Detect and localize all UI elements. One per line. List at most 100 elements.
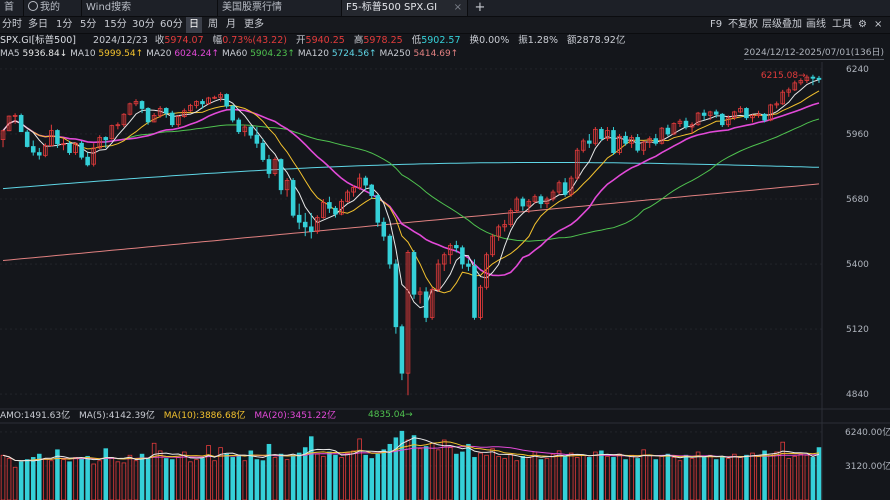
period-60min[interactable]: 60分: [160, 19, 183, 30]
f9-button[interactable]: F9: [710, 19, 723, 30]
period-intraday[interactable]: 分时: [2, 19, 22, 30]
candle-body: [726, 117, 731, 126]
candle-body: [804, 76, 810, 81]
y-tick-label: 5120: [846, 325, 869, 335]
volume-bar: [321, 455, 326, 500]
candle-body: [151, 115, 157, 123]
candle-body: [762, 113, 767, 121]
candle-body: [689, 124, 695, 128]
adjust-button[interactable]: 不复权: [728, 19, 758, 30]
vol-ma5-value: 4142.39亿: [108, 411, 155, 421]
y-tick-label: 5960: [846, 130, 869, 140]
period-5min[interactable]: 5分: [80, 19, 97, 30]
volume-bar: [629, 454, 634, 500]
volume-bar: [804, 454, 810, 500]
ma10-label: MA10: [70, 49, 96, 59]
candle-body: [369, 184, 374, 196]
tab-spx[interactable]: F5-标普500 SPX.GI ×: [342, 0, 468, 16]
volume-bar: [296, 452, 302, 500]
candle-body: [182, 110, 187, 117]
close-icon[interactable]: ×: [874, 19, 883, 30]
amo-label: AMO:: [0, 411, 24, 421]
candle-body: [176, 116, 181, 126]
candle-body: [381, 221, 387, 237]
volume-bar: [605, 455, 610, 500]
draw-button[interactable]: 画线: [806, 19, 826, 30]
volume-bar: [460, 451, 465, 500]
candle-body: [411, 252, 417, 295]
close-icon[interactable]: ×: [453, 2, 462, 13]
candle-body: [315, 217, 320, 232]
ma10-line: [2, 90, 820, 294]
period-multiday[interactable]: 多日: [28, 19, 48, 30]
high-annotation: 6215.08→: [761, 71, 806, 81]
volume-bar: [157, 450, 163, 500]
candle-body: [496, 226, 501, 237]
volume-bar: [115, 461, 121, 500]
volume-bar: [308, 436, 314, 500]
candle-body: [363, 177, 368, 186]
candle-body: [169, 112, 175, 126]
quote-date: 2024/12/23: [93, 35, 148, 46]
vol-ma10-value: 3886.68亿: [199, 411, 246, 421]
volume-bar: [756, 455, 761, 500]
candle-body: [466, 263, 471, 267]
candle-body: [97, 137, 103, 149]
candle-body: [701, 112, 707, 116]
candle-body: [79, 142, 84, 158]
volume-bar: [496, 455, 501, 500]
candle-body: [520, 198, 526, 207]
period-day[interactable]: 日: [186, 17, 202, 33]
volume-bar: [176, 457, 181, 500]
period-15min[interactable]: 15分: [104, 19, 127, 30]
period-month[interactable]: 月: [226, 19, 236, 30]
candle-body: [188, 105, 193, 112]
tab-home[interactable]: 首页: [0, 0, 24, 29]
candle-body: [593, 128, 598, 144]
volume-bar: [236, 454, 242, 500]
candle-body: [393, 263, 399, 328]
candle-body: [810, 76, 816, 79]
period-week[interactable]: 周: [208, 19, 218, 30]
candle-body: [236, 119, 242, 133]
volume-bar: [302, 447, 308, 500]
volume-bar: [532, 451, 538, 500]
volume-bar: [91, 463, 96, 500]
candle-body: [30, 146, 36, 153]
volume-bar: [188, 461, 193, 500]
volume-bar: [659, 455, 665, 500]
candle-body: [448, 245, 453, 256]
ma10-value: 5999.54↑: [98, 49, 144, 59]
candle-body: [484, 254, 489, 288]
candle-body: [550, 191, 556, 200]
period-more[interactable]: 更多: [244, 19, 264, 30]
ma20-label: MA20: [146, 49, 172, 59]
settings-icon[interactable]: ⚙: [858, 19, 867, 30]
turnover-label: 换: [469, 35, 480, 46]
volume-bar: [816, 447, 822, 500]
overlay-button[interactable]: 层级叠加: [762, 19, 802, 30]
volume-bar: [786, 458, 792, 500]
period-1min[interactable]: 1分: [56, 19, 73, 30]
volume-bar: [750, 452, 755, 500]
new-tab-button[interactable]: +: [474, 0, 486, 15]
volume-bar: [695, 451, 701, 500]
candle-body: [85, 156, 90, 166]
tab-mine[interactable]: 我的: [24, 0, 82, 16]
candle-body: [61, 143, 66, 146]
date-range[interactable]: 2024/12/12-2025/07/01(136日): [743, 48, 884, 60]
open-label: 开: [296, 35, 306, 46]
candle-body: [327, 202, 332, 209]
candle-body: [538, 196, 544, 205]
low-value: 5902.57: [421, 35, 461, 46]
tab-wind-search[interactable]: Wind搜索: [82, 0, 218, 16]
period-30min[interactable]: 30分: [132, 19, 155, 30]
candle-body: [115, 124, 121, 127]
tools-button[interactable]: 工具: [832, 19, 852, 30]
volume-bar: [315, 453, 320, 500]
volume-bar: [611, 457, 616, 500]
volume-bar: [290, 454, 296, 500]
volume-bar: [333, 454, 338, 500]
tab-us-stocks[interactable]: 美国股票行情: [218, 0, 342, 16]
